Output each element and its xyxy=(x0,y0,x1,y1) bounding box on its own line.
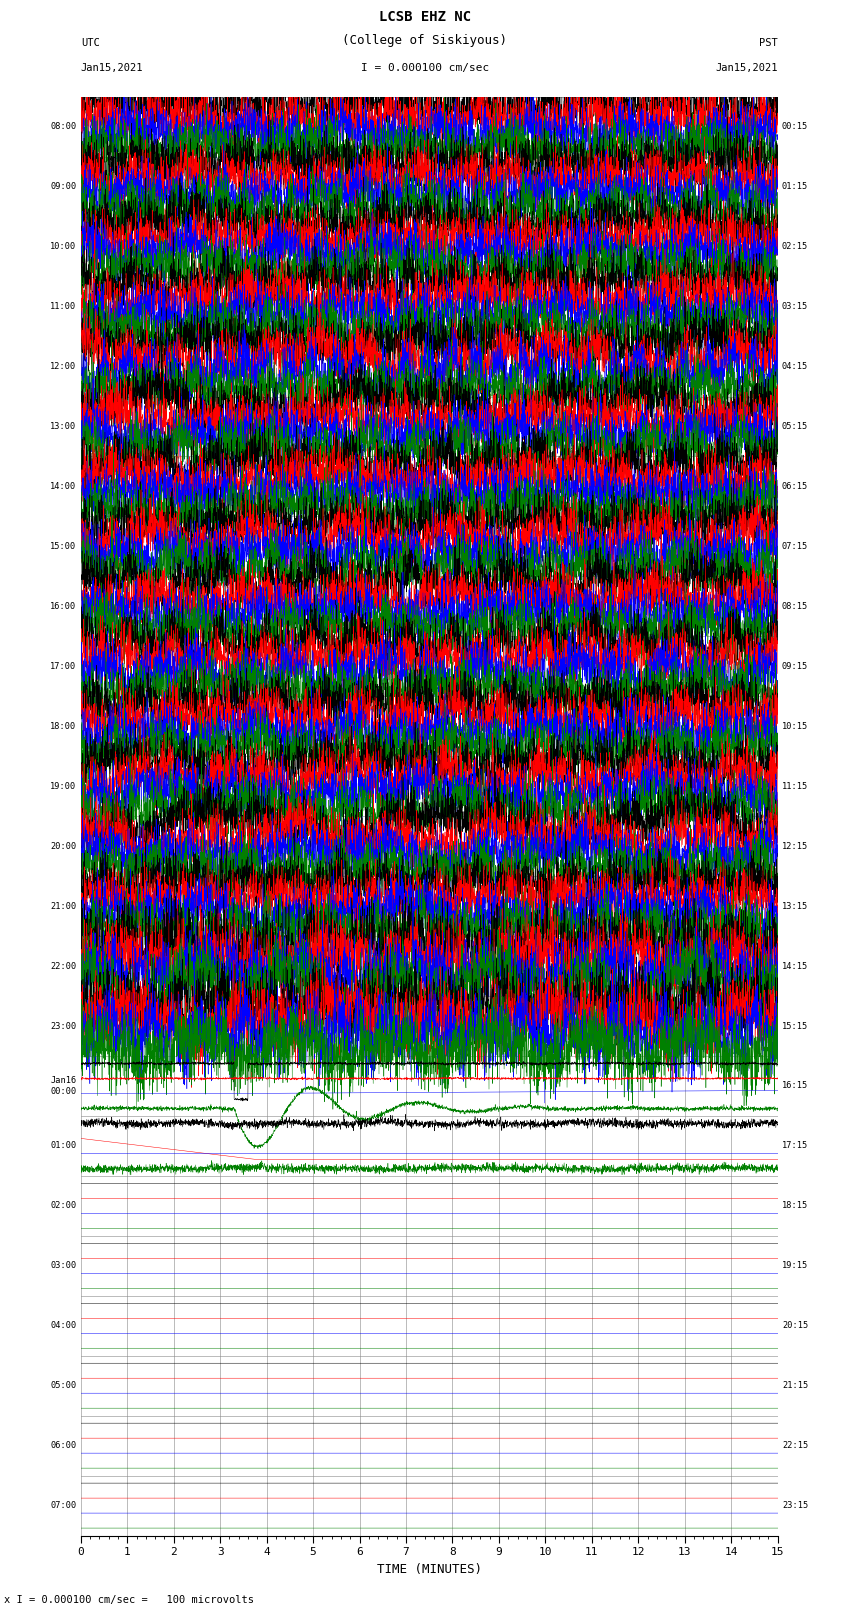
Text: 02:15: 02:15 xyxy=(782,242,808,252)
Text: 22:00: 22:00 xyxy=(50,961,76,971)
Text: 14:00: 14:00 xyxy=(50,482,76,490)
Text: 01:00: 01:00 xyxy=(50,1142,76,1150)
Text: 03:00: 03:00 xyxy=(50,1261,76,1271)
Text: 15:15: 15:15 xyxy=(782,1021,808,1031)
Text: 19:15: 19:15 xyxy=(782,1261,808,1271)
Text: 13:00: 13:00 xyxy=(50,423,76,431)
Text: 18:00: 18:00 xyxy=(50,721,76,731)
Text: 06:00: 06:00 xyxy=(50,1440,76,1450)
Text: 23:15: 23:15 xyxy=(782,1502,808,1510)
Text: 07:15: 07:15 xyxy=(782,542,808,552)
Text: 22:15: 22:15 xyxy=(782,1440,808,1450)
Text: Jan15,2021: Jan15,2021 xyxy=(81,63,144,73)
Text: PST: PST xyxy=(759,39,778,48)
Text: 07:00: 07:00 xyxy=(50,1502,76,1510)
Text: 10:00: 10:00 xyxy=(50,242,76,252)
Text: 00:15: 00:15 xyxy=(782,123,808,131)
Text: 01:15: 01:15 xyxy=(782,182,808,192)
Text: 13:15: 13:15 xyxy=(782,902,808,911)
Text: 15:00: 15:00 xyxy=(50,542,76,552)
Text: 12:00: 12:00 xyxy=(50,361,76,371)
Text: 08:00: 08:00 xyxy=(50,123,76,131)
Text: 20:00: 20:00 xyxy=(50,842,76,850)
Text: LCSB EHZ NC: LCSB EHZ NC xyxy=(379,10,471,24)
Text: 21:00: 21:00 xyxy=(50,902,76,911)
Text: Jan15,2021: Jan15,2021 xyxy=(715,63,778,73)
Text: 20:15: 20:15 xyxy=(782,1321,808,1331)
Text: 08:15: 08:15 xyxy=(782,602,808,611)
Text: 04:15: 04:15 xyxy=(782,361,808,371)
Text: 18:15: 18:15 xyxy=(782,1202,808,1210)
Text: 19:00: 19:00 xyxy=(50,782,76,790)
Text: 17:00: 17:00 xyxy=(50,661,76,671)
Text: UTC: UTC xyxy=(81,39,99,48)
Text: 04:00: 04:00 xyxy=(50,1321,76,1331)
Text: 12:15: 12:15 xyxy=(782,842,808,850)
X-axis label: TIME (MINUTES): TIME (MINUTES) xyxy=(377,1563,482,1576)
Text: 14:15: 14:15 xyxy=(782,961,808,971)
Text: (College of Siskiyous): (College of Siskiyous) xyxy=(343,34,507,47)
Text: I = 0.000100 cm/sec: I = 0.000100 cm/sec xyxy=(361,63,489,73)
Text: 23:00: 23:00 xyxy=(50,1021,76,1031)
Text: 02:00: 02:00 xyxy=(50,1202,76,1210)
Text: 05:00: 05:00 xyxy=(50,1381,76,1390)
Text: 17:15: 17:15 xyxy=(782,1142,808,1150)
Text: 11:15: 11:15 xyxy=(782,782,808,790)
Text: 16:15: 16:15 xyxy=(782,1081,808,1090)
Text: 09:15: 09:15 xyxy=(782,661,808,671)
Text: x I = 0.000100 cm/sec =   100 microvolts: x I = 0.000100 cm/sec = 100 microvolts xyxy=(4,1595,254,1605)
Text: 11:00: 11:00 xyxy=(50,302,76,311)
Text: 05:15: 05:15 xyxy=(782,423,808,431)
Text: 06:15: 06:15 xyxy=(782,482,808,490)
Text: 10:15: 10:15 xyxy=(782,721,808,731)
Text: 21:15: 21:15 xyxy=(782,1381,808,1390)
Text: 03:15: 03:15 xyxy=(782,302,808,311)
Text: Jan16
00:00: Jan16 00:00 xyxy=(50,1076,76,1095)
Text: 09:00: 09:00 xyxy=(50,182,76,192)
Text: 16:00: 16:00 xyxy=(50,602,76,611)
